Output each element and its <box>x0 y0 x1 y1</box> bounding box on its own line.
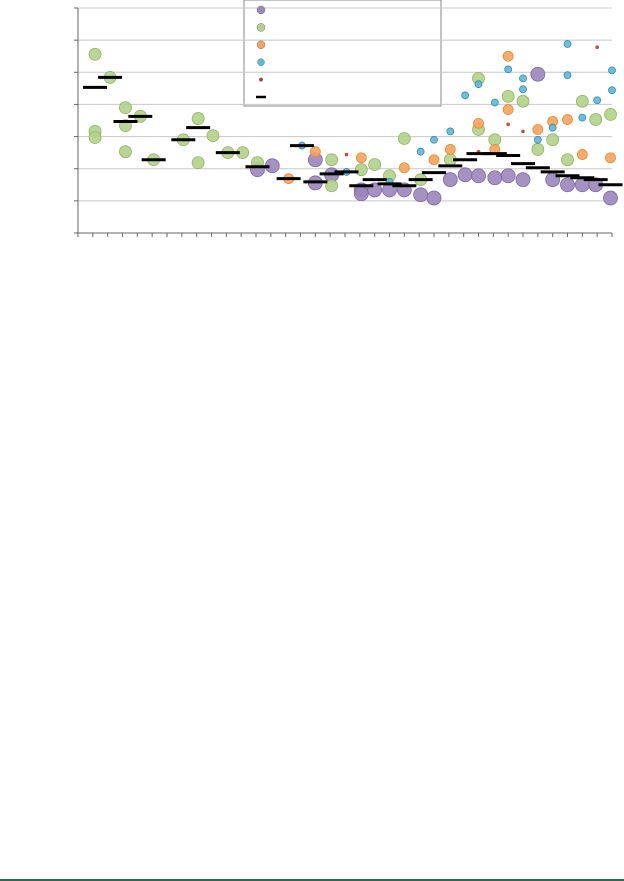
point <box>444 144 456 155</box>
point <box>325 153 339 167</box>
point <box>546 133 560 147</box>
point <box>603 190 618 206</box>
point <box>413 187 429 203</box>
legend-marker <box>256 23 266 32</box>
point <box>531 143 545 156</box>
point <box>501 89 515 103</box>
point <box>430 135 438 144</box>
point <box>578 113 587 122</box>
point <box>561 153 574 167</box>
point <box>344 152 349 157</box>
point <box>516 94 530 108</box>
point <box>504 65 513 74</box>
point <box>473 117 484 129</box>
footer-rule <box>0 879 624 881</box>
point <box>426 190 442 206</box>
point <box>325 179 339 193</box>
point <box>506 122 510 127</box>
point <box>368 158 382 171</box>
point <box>502 104 514 115</box>
legend-marker <box>256 40 266 50</box>
legend-marker <box>258 77 264 82</box>
point <box>500 168 516 184</box>
point <box>589 113 603 126</box>
point <box>562 114 573 125</box>
point <box>488 133 502 147</box>
point <box>595 45 599 50</box>
point <box>532 124 544 135</box>
point <box>191 156 205 170</box>
point <box>309 146 321 158</box>
point <box>604 107 617 121</box>
point <box>608 86 616 95</box>
point <box>442 172 458 188</box>
point <box>119 101 132 115</box>
point <box>502 50 514 62</box>
legend-box <box>243 0 442 107</box>
point <box>519 74 527 83</box>
chart <box>74 0 623 237</box>
point <box>563 71 572 80</box>
point <box>206 129 220 143</box>
point <box>446 127 455 136</box>
point <box>353 186 369 202</box>
point <box>398 162 410 174</box>
point <box>593 96 602 105</box>
point <box>490 98 499 107</box>
point <box>605 152 616 164</box>
point <box>576 149 588 160</box>
point <box>474 80 483 89</box>
point <box>608 66 616 75</box>
point <box>354 163 368 177</box>
point <box>515 172 531 188</box>
point <box>560 177 575 193</box>
point <box>548 123 557 132</box>
point <box>88 131 102 144</box>
point <box>355 152 367 164</box>
point <box>191 112 205 125</box>
legend-marker <box>256 5 266 15</box>
point <box>519 85 527 94</box>
point <box>416 147 425 156</box>
point <box>521 129 525 134</box>
point <box>533 135 542 144</box>
point <box>487 170 503 186</box>
point <box>461 91 470 100</box>
point <box>88 47 102 61</box>
point <box>428 154 440 166</box>
point <box>397 132 411 145</box>
point <box>119 145 132 159</box>
point <box>457 167 473 183</box>
point <box>563 40 572 48</box>
legend-marker <box>257 58 265 66</box>
point <box>471 168 486 184</box>
point <box>530 66 546 82</box>
point <box>575 94 589 108</box>
